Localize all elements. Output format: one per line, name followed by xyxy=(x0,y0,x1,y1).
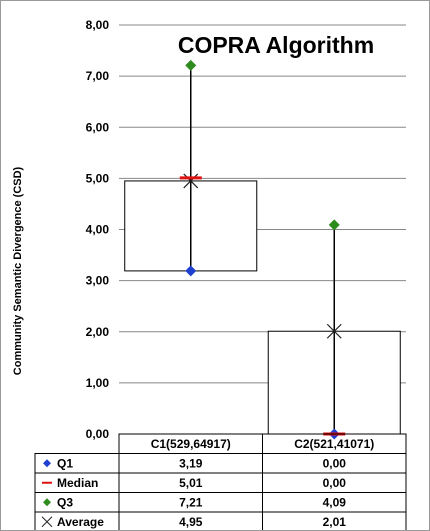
marker-q1 xyxy=(185,265,197,277)
table-row xyxy=(34,492,407,513)
table-row xyxy=(34,511,407,530)
y-tick-label: 0,00 xyxy=(86,427,110,441)
series-name: Average xyxy=(57,515,104,529)
chart-title: COPRA Algorithm xyxy=(178,32,374,58)
category-label: C2(521,41071) xyxy=(294,437,374,451)
marker-q3 xyxy=(328,219,340,231)
y-tick-label: 6,00 xyxy=(86,120,110,134)
data-label: 0,00 xyxy=(323,476,347,490)
data-label: 0,00 xyxy=(323,457,347,471)
y-tick-label: 2,00 xyxy=(86,325,110,339)
y-axis-label: Community Semantic Divergence (CSD) xyxy=(12,166,24,375)
legend-key-q1 xyxy=(43,459,51,468)
data-label: 5,01 xyxy=(179,476,203,490)
y-tick-label: 8,00 xyxy=(86,18,110,32)
y-tick-label: 1,00 xyxy=(86,376,110,390)
box-layer xyxy=(124,59,401,440)
y-tick-label: 4,00 xyxy=(86,223,110,237)
marker-average xyxy=(183,173,199,189)
y-tick-label: 7,00 xyxy=(86,69,110,83)
category-label: C1(529,64917) xyxy=(151,437,231,451)
table-row xyxy=(34,453,407,474)
data-label: 3,19 xyxy=(179,457,203,471)
series-name: Median xyxy=(57,476,98,490)
y-tick-labels: 0,00 1,00 2,00 3,00 4,00 5,00 6,00 7,00 8,00 xyxy=(86,18,110,441)
marker-average xyxy=(326,323,342,339)
data-label: 4,09 xyxy=(323,496,347,510)
data-label: 4,95 xyxy=(179,515,203,529)
marker-q3 xyxy=(185,59,197,71)
marker-x-stroke xyxy=(326,323,342,339)
series-name: Q1 xyxy=(57,457,73,471)
legend-x-stroke xyxy=(41,516,53,528)
data-label: 7,21 xyxy=(179,496,203,510)
legend-key-average xyxy=(41,516,53,528)
y-tick-label: 5,00 xyxy=(86,171,110,185)
y-tick-label: 3,00 xyxy=(86,274,110,288)
legend-key-q3 xyxy=(43,498,51,507)
marker-x-stroke xyxy=(183,173,199,189)
data-label: 2,01 xyxy=(323,515,347,529)
series-name: Q3 xyxy=(57,496,73,510)
data-table: C1(529,64917) C2(521,41071) Q1 3,19 0,00 Medi… xyxy=(34,433,407,530)
